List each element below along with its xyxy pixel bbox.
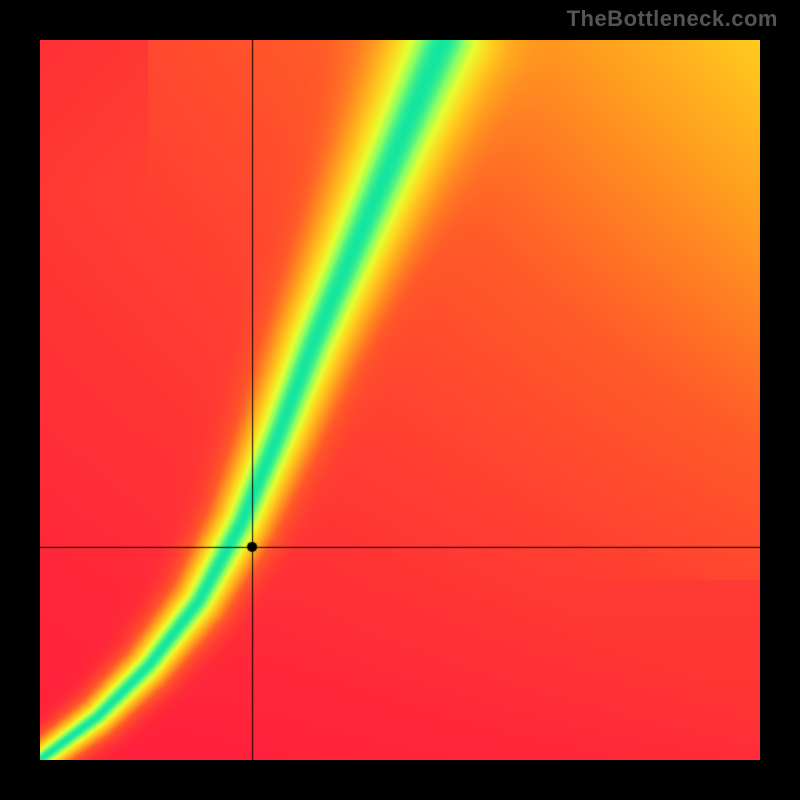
watermark-text: TheBottleneck.com [567,6,778,32]
heatmap-canvas [40,40,760,760]
chart-container: TheBottleneck.com [0,0,800,800]
